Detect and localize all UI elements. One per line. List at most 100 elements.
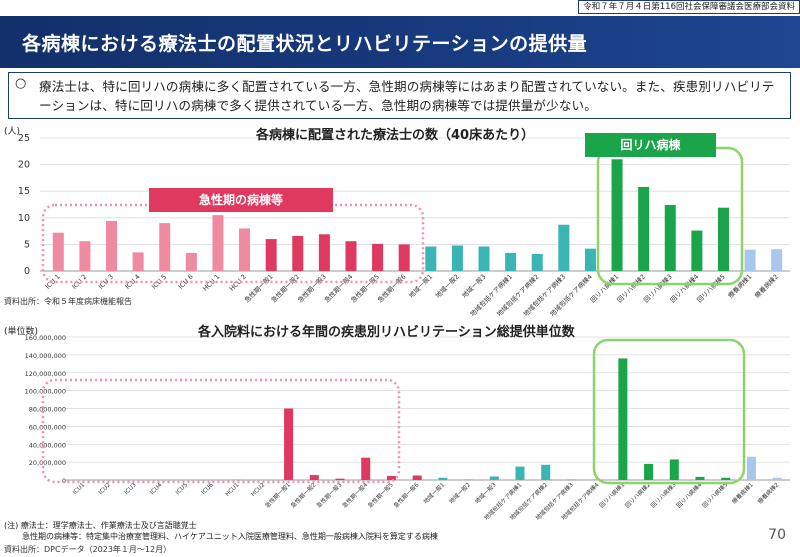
chart1-category-label: ICU 1: [44, 273, 62, 291]
chart2-title: 各入院料における年間の疾患別リハビリテーション総提供単位数: [198, 325, 575, 340]
chart1-ytick-label: 20: [18, 160, 30, 171]
rehab-frame-chart2: [592, 338, 746, 485]
chart2-bar: [206, 479, 216, 480]
chart2-bar: [155, 479, 165, 480]
chart2-bar: [566, 479, 576, 480]
chart2-bar: [309, 475, 319, 480]
chart1-bar: [558, 224, 570, 271]
chart1-bar: [132, 252, 144, 271]
chart2-category-label: 回リハ病棟1: [598, 481, 627, 510]
chart1-bar: [478, 246, 490, 271]
chart1-title: 各病棟に配置された療法士の数（40床あたり）: [256, 128, 535, 143]
chart1-bar: [691, 230, 703, 271]
chart1-ytick-label: 5: [24, 239, 30, 250]
chart1-category-label: 地域一般3: [460, 272, 488, 300]
chart2-bar: [541, 464, 551, 480]
chart1-bar: [106, 220, 118, 271]
chart2-ytick-label: 60,000,000: [29, 423, 66, 431]
chart2-bar: [386, 475, 396, 480]
chart2-bar: [181, 479, 191, 480]
chart1-bar: [771, 249, 783, 271]
chart2-category-label: 療養病棟2: [756, 481, 781, 506]
acute-frame-chart2: [41, 378, 401, 484]
summary-text: 療法士は、特に回リハの病棟に多く配置されている一方、急性期の病棟等にはあまり配置…: [39, 79, 775, 113]
chart2-bar: [78, 479, 88, 480]
chart2-bar: [412, 475, 422, 480]
chart1-category-label: 地域一般2: [433, 272, 461, 300]
chart2-category-label: 急性期一般1: [263, 481, 292, 510]
chart2-bar: [721, 477, 731, 480]
chart2-category-label: HCU1: [225, 482, 241, 498]
chart1-category-label: ICU 5: [150, 273, 168, 291]
chart1-bar: [717, 207, 729, 271]
chart1-ytick-label: 0: [24, 266, 30, 277]
chart2-ytick-label: 40,000,000: [29, 441, 66, 449]
chart1-bar: [292, 235, 304, 271]
chart1-ytick-label: 25: [18, 133, 30, 144]
chart2-category-label: ICU3: [124, 482, 138, 496]
chart1-bar: [345, 241, 357, 271]
chart2-ytick-label: 120,000,000: [25, 370, 66, 378]
chart2-bar: [361, 457, 371, 480]
chart2-category-label: 急性期一般2: [289, 481, 318, 510]
chart1-category-label: 回リハ病棟5: [695, 272, 727, 304]
chart2-category-label: 地域一般2: [447, 481, 472, 506]
chart2-bar: [618, 358, 628, 480]
chart1-bar: [531, 253, 543, 271]
chart2-category-label: ICU6: [201, 482, 215, 496]
chart2-category-label: 療養病棟1: [730, 481, 755, 506]
chart2-bar: [438, 477, 448, 480]
chart1-bar: [451, 245, 463, 271]
chart2-unit-label: (単位数): [4, 327, 39, 337]
chart1-bar: [611, 159, 623, 271]
note-line-1: (注) 療法士：理学療法士、作業療法士及び言語聴覚士: [4, 521, 197, 530]
chart2-bar: [232, 479, 242, 480]
chart2-bar: [129, 479, 139, 480]
chart1-bar: [372, 243, 384, 271]
chart2-bar: [284, 408, 294, 480]
chart2-ytick-label: 80,000,000: [29, 406, 66, 414]
chart2-source: 資料出所：DPCデータ（2023年１月～12月）: [4, 545, 172, 554]
chart1-bar: [505, 252, 517, 271]
chart1-unit-label: (人): [4, 127, 21, 137]
chart2-category-label: 急性期一般5: [366, 481, 395, 510]
chart1-bar: [318, 234, 330, 271]
chart2-category-label: 回リハ病棟5: [700, 481, 729, 510]
chart1-ytick-label: 15: [18, 186, 30, 197]
acute-frame-chart1: [41, 203, 425, 284]
chart2-bar: [772, 477, 782, 480]
chart2-bar: [669, 459, 679, 480]
chart2-bar: [335, 478, 345, 480]
chart2-category-label: 地域一般3: [473, 481, 498, 506]
chart2-bar: [104, 479, 114, 480]
title-bar: 各病棟における療法士の配置状況とリハビリテーションの提供量: [0, 16, 800, 68]
chart2-category-label: ICU1: [72, 482, 86, 496]
chart2-category-label: 急性期一般4: [340, 481, 369, 510]
chart2-category-label: HCU2: [250, 482, 266, 498]
chart2-category-label: ICU5: [175, 482, 189, 496]
chart2-category-label: 回リハ病棟3: [649, 481, 678, 510]
acute-ward-tag: 急性期の病棟等: [149, 188, 333, 212]
chart2-category-label: ICU4: [149, 482, 163, 496]
chart1-bar: [584, 248, 596, 271]
chart1-category-label: 急性期一般6: [375, 272, 407, 304]
chart1-category-label: 地域一般1: [407, 272, 435, 300]
chart1-bar: [159, 223, 171, 271]
note-line-2: 急性期の病棟等：特定集中治療室管理料、ハイケアユニット入院医療管理料、急性期一般…: [22, 532, 438, 541]
chart2-category-label: 急性期一般3: [315, 481, 344, 510]
chart2-bar: [515, 466, 525, 480]
chart2-ytick-label: 100,000,000: [25, 388, 66, 396]
chart1-ytick-label: 10: [18, 213, 30, 224]
chart1-bar: [425, 246, 437, 271]
chart1-bar: [52, 232, 64, 271]
chart2-category-label: 急性期一般6: [392, 481, 421, 510]
chart1-bar: [185, 252, 197, 271]
chart2-bar: [489, 476, 499, 480]
chart2-bar: [464, 479, 474, 480]
summary-bullet: ○: [15, 76, 27, 91]
chart2-ytick-label: 160,000,000: [25, 334, 66, 342]
page-number: 70: [768, 527, 786, 543]
chart2-bar: [258, 479, 268, 480]
chart1-bar: [638, 186, 650, 271]
